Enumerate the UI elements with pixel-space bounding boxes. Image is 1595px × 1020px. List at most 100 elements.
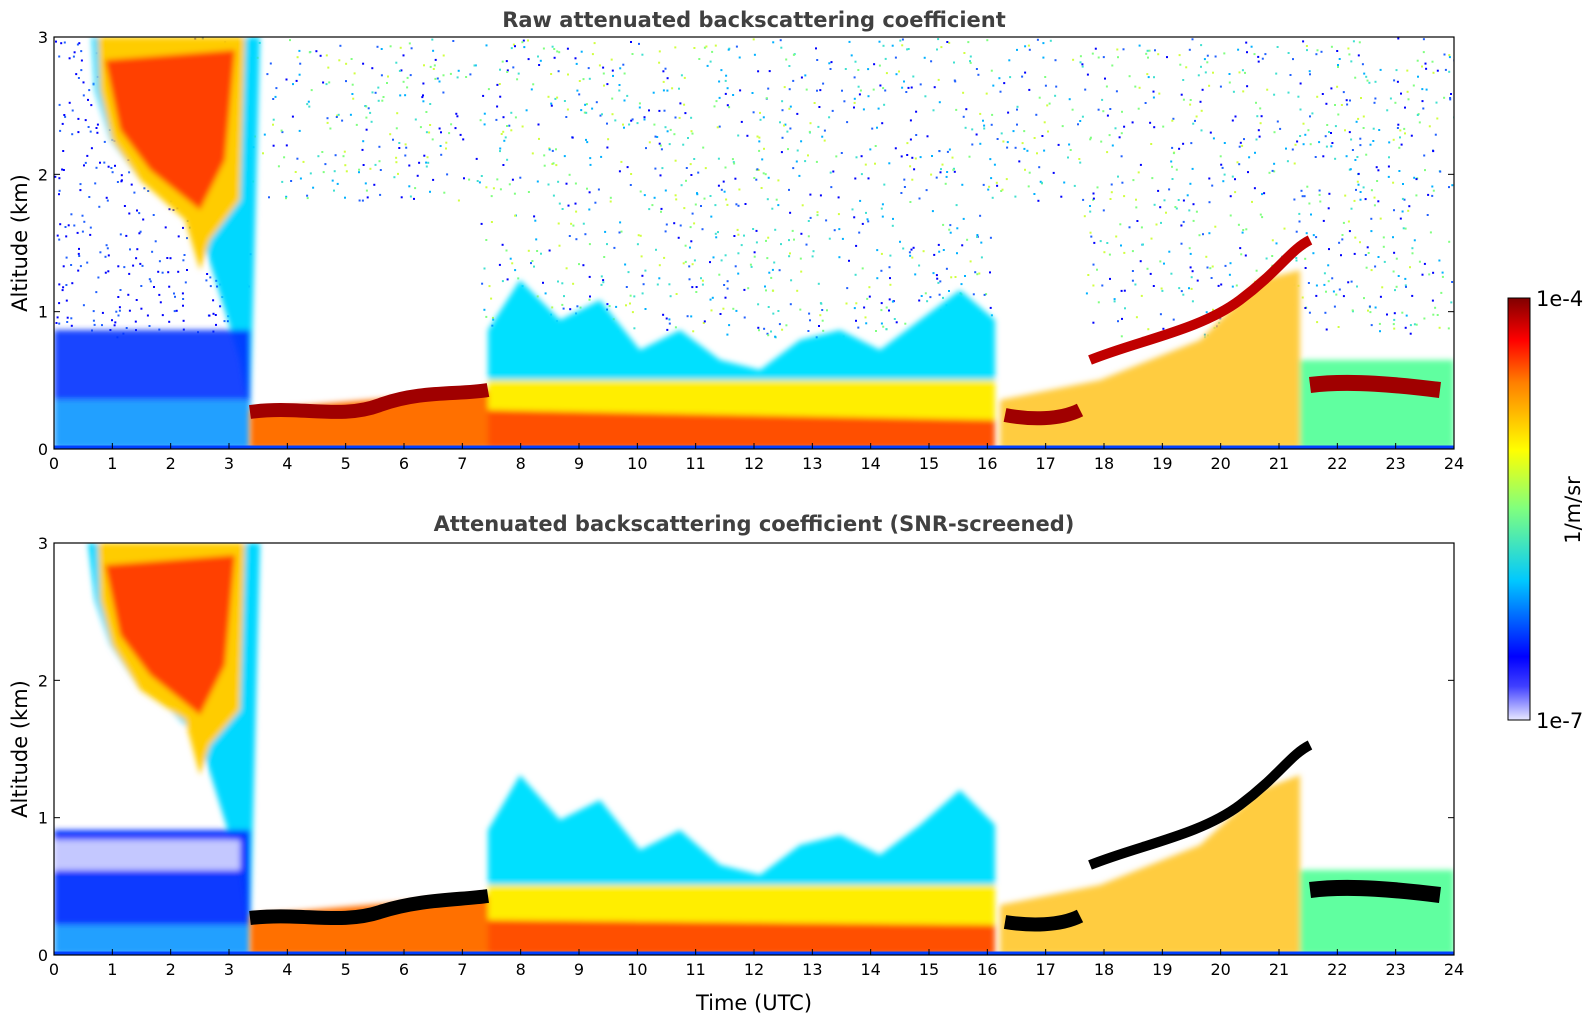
noise-pixel: [1299, 82, 1302, 85]
noise-pixel: [1370, 230, 1373, 233]
noise-pixel: [1342, 91, 1345, 94]
noise-pixel: [551, 163, 554, 165]
noise-pixel: [312, 186, 315, 189]
noise-pixel: [822, 82, 825, 85]
noise-pixel: [585, 111, 588, 114]
noise-pixel: [1120, 132, 1123, 135]
noise-pixel: [473, 64, 476, 67]
noise-pixel: [753, 177, 756, 179]
noise-pixel: [1139, 163, 1142, 166]
noise-pixel: [1322, 155, 1325, 158]
noise-pixel: [1079, 161, 1082, 164]
x-tick-label: 23: [1385, 960, 1405, 979]
noise-pixel: [107, 270, 110, 273]
noise-pixel: [953, 61, 955, 64]
noise-pixel: [1023, 147, 1026, 150]
noise-pixel: [94, 182, 97, 185]
noise-pixel: [422, 100, 425, 103]
noise-pixel: [682, 143, 685, 146]
noise-pixel: [398, 147, 401, 149]
noise-pixel: [1382, 236, 1385, 239]
noise-pixel: [851, 208, 854, 211]
noise-pixel: [136, 248, 139, 251]
noise-pixel: [777, 310, 780, 312]
noise-pixel: [914, 273, 917, 276]
noise-pixel: [506, 278, 509, 281]
noise-pixel: [792, 53, 795, 56]
noise-pixel: [1255, 138, 1258, 141]
noise-pixel: [548, 249, 551, 252]
noise-pixel: [820, 302, 823, 305]
noise-pixel: [404, 143, 407, 146]
noise-pixel: [790, 279, 793, 282]
noise-pixel: [1327, 280, 1330, 283]
noise-pixel: [1297, 95, 1300, 98]
noise-pixel: [913, 168, 916, 171]
noise-pixel: [660, 210, 662, 213]
noise-pixel: [787, 148, 789, 151]
noise-pixel: [362, 62, 365, 65]
noise-pixel: [377, 99, 380, 102]
noise-pixel: [1379, 217, 1382, 220]
noise-pixel: [572, 224, 575, 227]
noise-pixel: [1387, 175, 1390, 178]
noise-pixel: [1357, 172, 1360, 175]
noise-pixel: [78, 42, 81, 45]
noise-pixel: [658, 50, 661, 53]
noise-pixel: [1172, 318, 1175, 321]
noise-pixel: [861, 267, 864, 270]
noise-pixel: [77, 269, 80, 272]
noise-pixel: [1436, 314, 1439, 316]
noise-pixel: [1231, 175, 1234, 178]
noise-pixel: [418, 161, 421, 164]
noise-pixel: [1046, 104, 1049, 107]
noise-pixel: [807, 220, 810, 222]
noise-pixel: [1392, 138, 1395, 141]
noise-pixel: [1114, 127, 1117, 130]
noise-pixel: [1415, 194, 1418, 197]
noise-pixel: [574, 182, 577, 185]
noise-pixel: [732, 94, 735, 96]
noise-pixel: [717, 184, 720, 187]
noise-pixel: [504, 136, 507, 139]
noise-pixel: [1246, 85, 1249, 88]
noise-pixel: [575, 238, 578, 241]
noise-pixel: [612, 74, 614, 77]
noise-pixel: [1110, 183, 1113, 186]
noise-pixel: [712, 256, 715, 259]
noise-pixel: [1102, 56, 1105, 59]
noise-pixel: [1182, 220, 1185, 223]
noise-pixel: [1408, 205, 1411, 208]
noise-pixel: [1387, 165, 1390, 168]
noise-pixel: [511, 178, 514, 181]
noise-pixel: [710, 309, 713, 312]
noise-pixel: [1354, 236, 1357, 239]
noise-pixel: [796, 112, 799, 115]
noise-pixel: [1211, 265, 1214, 268]
noise-pixel: [499, 150, 501, 153]
x-tick-label: 11: [685, 454, 705, 473]
noise-pixel: [682, 262, 685, 265]
noise-pixel: [1016, 48, 1018, 51]
noise-pixel: [1186, 194, 1189, 197]
noise-pixel: [816, 214, 819, 217]
noise-pixel: [666, 130, 669, 133]
noise-pixel: [1370, 217, 1373, 220]
noise-pixel: [1298, 220, 1301, 223]
noise-pixel: [783, 124, 785, 127]
noise-pixel: [1237, 48, 1240, 51]
noise-pixel: [641, 53, 644, 56]
noise-pixel: [1257, 129, 1260, 132]
x-tick-label: 6: [399, 454, 409, 473]
noise-pixel: [837, 213, 840, 216]
panel-screened-title: Attenuated backscattering coefficient (S…: [434, 512, 1075, 536]
noise-pixel: [793, 238, 795, 241]
noise-pixel: [817, 125, 820, 128]
noise-pixel: [909, 138, 912, 141]
noise-pixel: [1347, 220, 1350, 223]
noise-pixel: [1342, 295, 1345, 298]
noise-pixel: [944, 182, 947, 185]
noise-pixel: [683, 207, 686, 210]
noise-pixel: [423, 154, 426, 157]
noise-pixel: [788, 88, 791, 91]
